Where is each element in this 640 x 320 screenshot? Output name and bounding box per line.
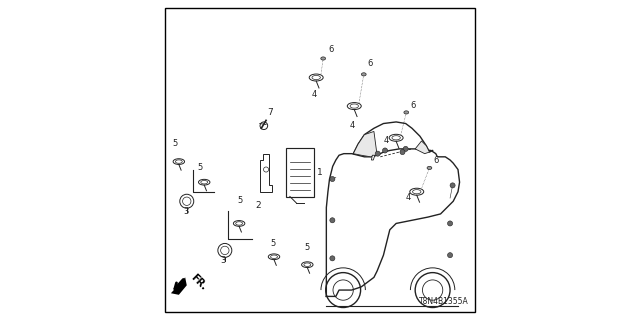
Text: 6: 6 — [328, 45, 333, 54]
Circle shape — [447, 252, 452, 258]
Circle shape — [400, 149, 405, 155]
Text: 5: 5 — [304, 244, 309, 252]
Text: 4: 4 — [312, 90, 317, 99]
Text: FR.: FR. — [188, 272, 208, 292]
Circle shape — [375, 151, 380, 156]
Circle shape — [330, 177, 335, 181]
Ellipse shape — [404, 111, 409, 114]
Text: 1: 1 — [317, 168, 323, 177]
Text: 7: 7 — [268, 108, 273, 117]
Text: 5: 5 — [237, 196, 243, 205]
Circle shape — [450, 183, 455, 188]
Text: 6: 6 — [367, 60, 373, 68]
Polygon shape — [371, 155, 375, 160]
Circle shape — [383, 148, 388, 153]
Text: 5: 5 — [271, 239, 276, 248]
Ellipse shape — [321, 57, 326, 60]
Text: 5: 5 — [198, 163, 203, 172]
Text: 2: 2 — [255, 201, 261, 210]
Text: T8N4B1355A: T8N4B1355A — [419, 297, 469, 306]
Polygon shape — [415, 141, 429, 154]
Text: 3: 3 — [183, 207, 188, 216]
Text: 4: 4 — [350, 121, 355, 130]
Text: 3: 3 — [220, 256, 225, 265]
Circle shape — [447, 221, 452, 226]
Text: 5: 5 — [173, 139, 178, 148]
Polygon shape — [171, 277, 187, 295]
Text: 4: 4 — [383, 136, 388, 145]
Circle shape — [403, 146, 408, 151]
Text: 6: 6 — [411, 101, 416, 110]
Ellipse shape — [427, 166, 432, 170]
Text: 6: 6 — [433, 156, 439, 165]
Polygon shape — [353, 132, 377, 157]
Text: 4: 4 — [406, 193, 411, 202]
Circle shape — [330, 218, 335, 223]
Circle shape — [330, 256, 335, 261]
Ellipse shape — [362, 73, 366, 76]
